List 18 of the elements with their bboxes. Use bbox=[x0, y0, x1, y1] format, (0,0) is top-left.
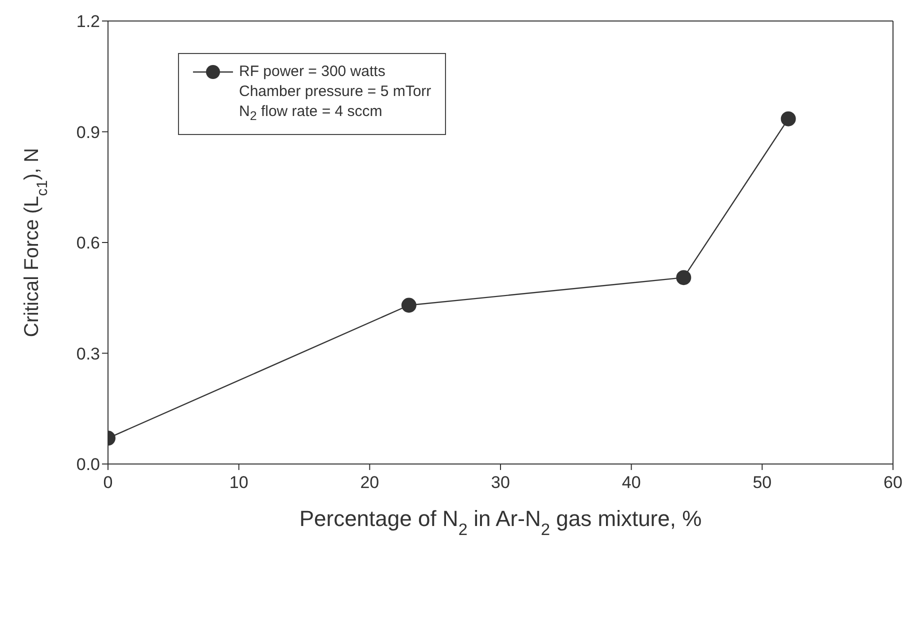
x-tick-label: 40 bbox=[622, 473, 641, 492]
point bbox=[676, 270, 692, 286]
y-tick-label: 0.0 bbox=[76, 455, 100, 474]
x-tick-label: 20 bbox=[360, 473, 380, 492]
legend-label: RF power = 300 watts bbox=[239, 62, 386, 82]
y-tick-label: 1.2 bbox=[76, 12, 100, 32]
x-tick-label: 0 bbox=[103, 473, 113, 492]
y-tick-label: 0.9 bbox=[76, 122, 100, 142]
annotation: Chamber pressure = 5 mTorr bbox=[239, 83, 432, 100]
x-tick-label: 60 bbox=[884, 473, 902, 492]
y-tick-label: 0.3 bbox=[76, 344, 100, 364]
point bbox=[780, 111, 796, 126]
x-tick-label: 30 bbox=[491, 473, 510, 492]
x-tick-label: 50 bbox=[752, 473, 772, 492]
y-tick-label: 0.6 bbox=[76, 234, 100, 253]
annotation: N$_{2}$ flow rate = 4 sccm bbox=[239, 103, 382, 123]
x-axis-title: Percentage of N$_{2}$ in Ar-N$_{2}$ gas mixture, % bbox=[299, 506, 702, 539]
x-tick-label: 10 bbox=[229, 473, 248, 492]
